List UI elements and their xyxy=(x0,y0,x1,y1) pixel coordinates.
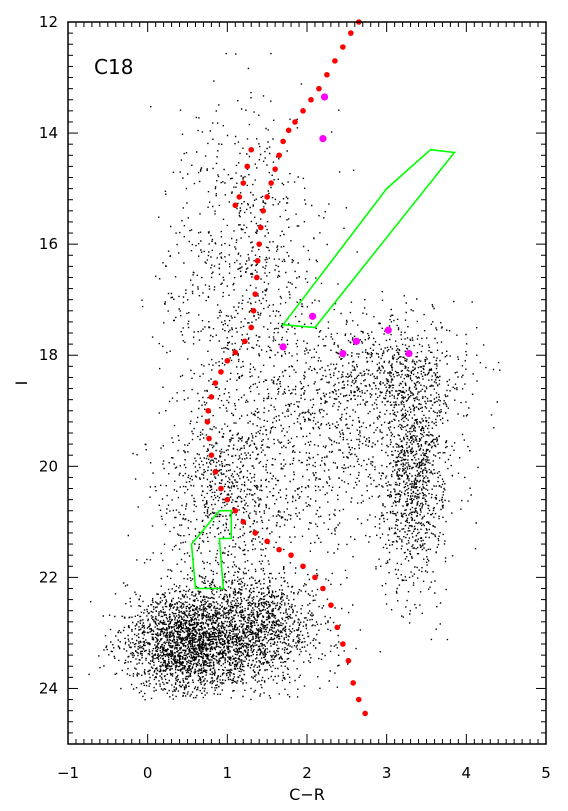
y-tick-label: 20 xyxy=(39,457,58,475)
isochrone-point xyxy=(316,85,322,92)
x-tick-label: 5 xyxy=(541,764,551,782)
isochrone-point xyxy=(308,96,314,103)
isochrone-point xyxy=(254,258,261,264)
x-tick-label: 1 xyxy=(223,764,233,782)
y-tick-label: 18 xyxy=(39,346,58,364)
isochrone-point xyxy=(250,308,257,314)
isochrone-point xyxy=(248,324,255,331)
panel-label: C18 xyxy=(94,55,133,79)
field-star-points xyxy=(88,52,501,701)
highlighted-star xyxy=(308,312,317,320)
highlighted-star xyxy=(405,349,413,358)
highlighted-star xyxy=(352,337,360,345)
isochrone-point xyxy=(212,469,219,475)
x-tick-label: 4 xyxy=(462,764,472,782)
selection-box-2 xyxy=(190,509,233,590)
highlighted-star-points xyxy=(279,93,413,358)
isochrone-point xyxy=(264,194,270,200)
isochrone-point xyxy=(224,496,231,503)
isochrone-point xyxy=(276,546,282,553)
isochrone-point xyxy=(350,680,357,686)
isochrone-point xyxy=(292,119,298,125)
isochrone-point xyxy=(285,127,292,134)
isochrone-point xyxy=(268,180,274,186)
isochrone-point xyxy=(324,71,330,78)
isochrone-point xyxy=(312,574,318,581)
isochrone-point xyxy=(345,657,352,664)
isochrone-point xyxy=(300,108,306,114)
isochrone-point xyxy=(272,166,278,172)
isochrone-point xyxy=(205,407,212,414)
y-tick-label: 24 xyxy=(39,679,58,697)
isochrone-point xyxy=(334,624,341,631)
isochrone-point xyxy=(236,194,243,200)
highlighted-star xyxy=(384,326,392,334)
isochrone-point xyxy=(276,152,282,159)
isochrone-point xyxy=(208,452,215,459)
isochrone-point xyxy=(362,710,368,717)
isochrone-point xyxy=(232,349,239,356)
y-tick-label: 16 xyxy=(39,235,58,253)
isochrone-point xyxy=(340,44,346,50)
y-tick-label: 22 xyxy=(39,568,58,586)
isochrone-point xyxy=(260,208,266,214)
isochrone-point xyxy=(212,380,219,386)
isochrone-point xyxy=(224,357,231,364)
isochrone-point xyxy=(232,202,239,209)
isochrone-point xyxy=(264,538,270,545)
isochrone-point xyxy=(242,338,248,345)
x-tick-label: 2 xyxy=(302,764,312,782)
isochrone-point xyxy=(240,519,247,525)
axis-ticks xyxy=(67,21,547,745)
isochrone-points xyxy=(204,19,368,717)
isochrone-point xyxy=(328,602,334,608)
isochrone-point xyxy=(288,552,294,558)
isochrone-point xyxy=(252,530,259,536)
x-tick-label: 3 xyxy=(382,764,392,782)
selection-box-1 xyxy=(281,148,456,329)
isochrone-point xyxy=(348,30,354,36)
isochrone-point xyxy=(300,563,306,570)
isochrone-point xyxy=(218,485,224,492)
isochrone-point xyxy=(206,435,212,442)
highlighted-star xyxy=(279,343,287,351)
highlighted-star xyxy=(320,93,329,101)
isochrone-point xyxy=(320,585,326,592)
x-axis-title: C−R xyxy=(289,785,325,804)
y-tick-label: 14 xyxy=(39,124,58,142)
selection-box-group xyxy=(190,148,456,590)
highlighted-star xyxy=(319,135,327,143)
isochrone-point xyxy=(257,224,264,231)
isochrone-point xyxy=(208,394,215,400)
highlighted-star xyxy=(339,349,347,358)
isochrone-point xyxy=(256,241,263,247)
isochrone-point xyxy=(218,369,224,375)
x-tick-label: −1 xyxy=(57,764,79,782)
isochrone-point xyxy=(240,180,247,186)
isochrone-point xyxy=(340,641,346,647)
isochrone-point xyxy=(332,58,338,64)
isochrone-point xyxy=(252,291,259,297)
y-axis-title: I xyxy=(12,381,31,386)
isochrone-point xyxy=(248,146,255,153)
isochrone-point xyxy=(254,274,260,281)
isochrone-point xyxy=(244,163,251,170)
isochrone-point xyxy=(355,696,362,703)
y-tick-label: 12 xyxy=(39,13,58,31)
field-star xyxy=(88,52,501,701)
isochrone-point xyxy=(204,419,211,425)
isochrone-point xyxy=(232,507,239,514)
isochrone-point xyxy=(280,138,286,145)
x-tick-label: 0 xyxy=(143,764,153,782)
